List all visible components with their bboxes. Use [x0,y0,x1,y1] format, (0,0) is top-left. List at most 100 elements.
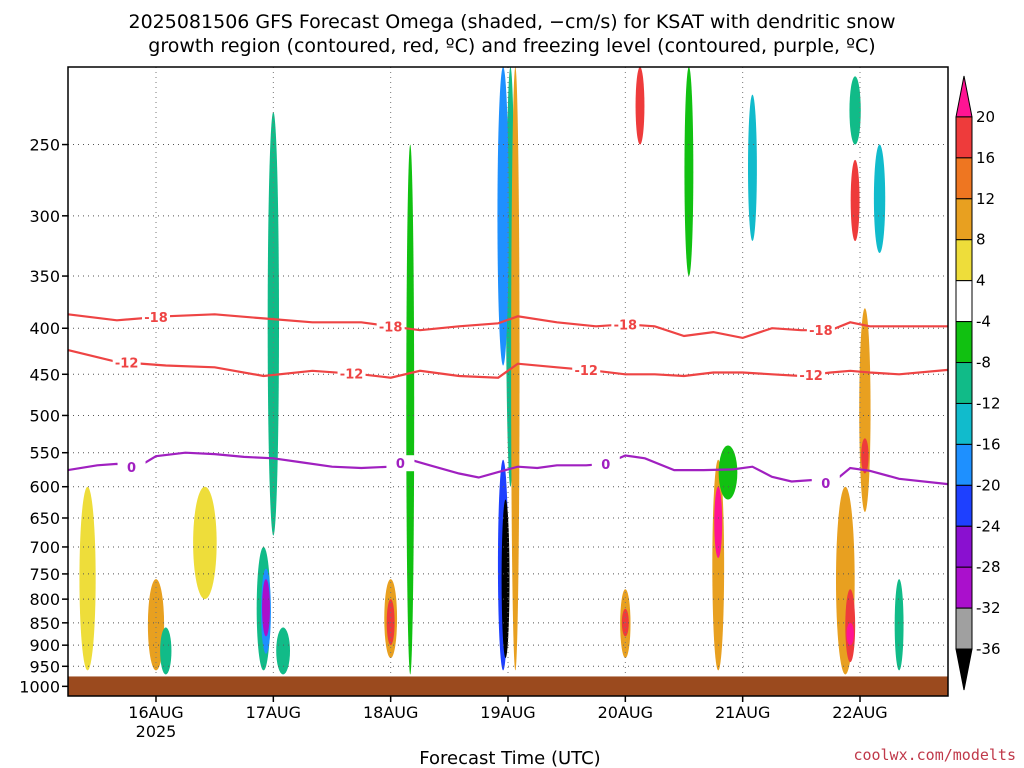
x-tick-label: 18AUG [363,703,418,722]
contour-label: -18 [379,320,403,335]
omega-region [160,627,172,675]
contour-label: 0 [127,461,136,476]
omega-region [193,486,217,600]
x-axis-title: Forecast Time (UTC) [419,748,600,768]
contour-label-bg [811,475,840,492]
colorbar-label: 16 [976,149,995,167]
colorbar-swatch [955,402,973,445]
contour-label-bg [112,354,141,371]
contour-label: -18 [144,311,168,326]
colorbar-swatch [955,157,973,200]
y-tick-label: 550 [29,444,60,463]
omega-region [714,486,723,558]
contour-label-bg [117,459,146,476]
omega-region [501,499,510,658]
omega-region [873,144,886,254]
omega-region [406,144,415,675]
x-tick-label: 22AUG [832,703,887,722]
colorbar-label: -20 [976,476,1001,494]
omega-region [850,159,860,242]
x-tick-sublabel: 2025 [136,722,177,741]
x-tick-label: 19AUG [480,703,535,722]
credit-text: coolwx.com/modelts [853,746,1016,764]
omega-region [748,94,757,242]
omega-region [511,67,520,671]
y-tick-label: 450 [29,365,60,384]
colorbar-swatch [955,607,973,650]
contour-label-bg [337,365,366,382]
chart-title-line2: growth region (contoured, red, ºC) and f… [148,35,875,57]
contour-label-bg [572,361,601,378]
y-tick-label: 700 [29,538,60,557]
colorbar-swatch [955,362,973,404]
colorbar-label: -24 [976,517,1001,535]
contour-label-bg [386,455,415,472]
y-tick-label: 250 [29,136,60,155]
y-tick-label: 600 [29,478,60,497]
colorbar-cap-bottom [955,648,973,691]
contour-label: -18 [809,324,833,339]
y-tick-label: 750 [29,565,60,584]
contour-label-bg [591,455,620,472]
contour-label: -12 [340,368,364,383]
omega-region [79,486,96,671]
colorbar-label: -36 [976,640,1001,658]
omega-region [147,579,165,671]
contour-label: -12 [799,369,823,384]
omega-region [684,67,694,277]
x-tick-label: 20AUG [598,703,653,722]
chart-title-line1: 2025081506 GFS Forecast Omega (shaded, −… [128,11,895,33]
colorbar-cap-top [955,75,973,118]
y-tick-label: 1000 [19,677,60,696]
colorbar-swatch [955,280,973,323]
contour-label: -12 [115,357,139,372]
y-tick-label: 950 [29,657,60,676]
y-tick-label: 350 [29,267,60,286]
colorbar-swatch [955,525,973,568]
colorbar-swatch [955,566,973,609]
y-tick-label: 500 [29,406,60,425]
temperature-contours: -18 -18 -18 -18 -12 -12 -12 -12 0 0 0 0 [67,309,949,492]
colorbar-label: -28 [976,558,1001,576]
contour-label-bg [376,318,405,335]
contour-label: 0 [821,477,830,492]
omega-region [861,438,869,474]
contour-label: -18 [614,318,638,333]
colorbar-swatch [955,321,973,364]
contour-line [67,451,949,486]
colorbar-label: 8 [976,231,986,249]
plot-area [79,67,904,675]
colorbar-swatch [955,198,973,241]
colorbar-label: -4 [976,313,991,331]
omega-region [635,67,645,145]
contour-label-bg [806,322,835,339]
y-tick-label: 850 [29,614,60,633]
contour-label: 0 [396,457,405,472]
colorbar-label: -8 [976,354,991,372]
x-tick-label: 16AUG [128,703,183,722]
contour-label: -12 [574,364,598,379]
omega-region [846,622,854,646]
contour-label-bg [142,309,170,326]
y-tick-label: 900 [29,636,60,655]
omega-region [718,445,738,500]
omega-region [267,111,280,536]
y-tick-label: 800 [29,590,60,609]
y-tick-label: 650 [29,509,60,528]
omega-region [894,579,904,671]
contour-label-bg [797,366,826,383]
colorbar-label: 12 [976,190,995,208]
omega-region [849,76,861,145]
omega-region [859,308,871,512]
omega-region [276,627,290,675]
colorbar-swatch [955,443,973,486]
colorbar-label: -12 [976,394,1001,412]
omega-region [262,579,270,637]
colorbar-label: -32 [976,599,1001,617]
grid-lines [68,67,948,696]
y-tick-label: 400 [29,319,60,338]
x-tick-label: 17AUG [246,703,301,722]
colorbar-label: 20 [976,108,995,126]
